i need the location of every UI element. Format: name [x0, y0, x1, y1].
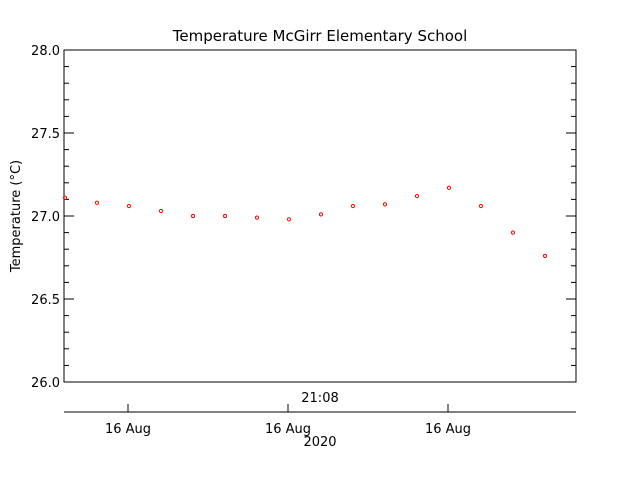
- time-axis-ticks: [127, 404, 449, 412]
- y-tick-label: 26.5: [31, 293, 60, 308]
- y-major-ticks: [64, 49, 576, 383]
- chart-title: Temperature McGirr Elementary School: [172, 27, 468, 45]
- y-tick-label: 27.0: [31, 210, 60, 225]
- y-tick-label: 26.0: [31, 376, 60, 391]
- year-label: 2020: [303, 435, 336, 450]
- data-point: [382, 202, 388, 207]
- data-point: [190, 213, 196, 219]
- data-point: [350, 203, 356, 209]
- data-point: [542, 253, 548, 258]
- data-point: [94, 200, 100, 205]
- data-point: [254, 215, 260, 220]
- data-point: [286, 217, 292, 222]
- data-points: [62, 185, 548, 258]
- y-axis-label: Temperature (°C): [9, 160, 24, 273]
- time-label: 21:08: [301, 391, 338, 406]
- date-tick-label: 16 Aug: [105, 422, 151, 437]
- data-point: [318, 212, 324, 217]
- data-point: [62, 195, 68, 200]
- data-point: [222, 213, 228, 219]
- data-point: [414, 193, 420, 199]
- y-tick-label: 27.5: [31, 127, 60, 142]
- date-tick-labels: 16 Aug 16 Aug 16 Aug: [105, 422, 471, 437]
- date-tick-label: 16 Aug: [425, 422, 471, 437]
- data-point: [510, 230, 516, 235]
- data-point: [126, 203, 132, 209]
- y-tick-labels: 26.0 26.5 27.0 27.5 28.0: [31, 44, 60, 391]
- data-point: [158, 208, 164, 214]
- data-point: [446, 185, 452, 190]
- date-tick-label: 16 Aug: [265, 422, 311, 437]
- data-point: [478, 203, 484, 209]
- y-tick-label: 28.0: [31, 44, 60, 59]
